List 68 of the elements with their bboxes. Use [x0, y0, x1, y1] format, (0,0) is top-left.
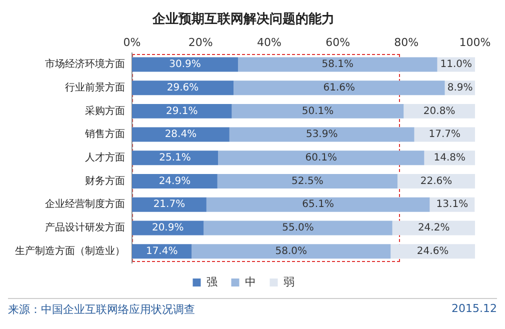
- y-tick-label: 行业前景方面: [65, 81, 125, 94]
- x-tick-label: 20%: [188, 36, 213, 50]
- bar: [132, 150, 218, 166]
- bar: [204, 220, 392, 236]
- data-label: 13.1%: [436, 199, 468, 210]
- bar: [217, 174, 398, 188]
- source-note: 来源：中国企业互联网络应用状况调查: [8, 302, 195, 317]
- data-label: 58.0%: [275, 246, 308, 257]
- y-tick-label: 销售方面: [84, 128, 125, 140]
- data-label: 17.7%: [428, 129, 461, 140]
- data-label: 14.8%: [434, 152, 466, 164]
- data-label: 11.0%: [440, 59, 472, 70]
- bar: [397, 174, 475, 188]
- data-label: 29.6%: [166, 82, 199, 94]
- bar: [132, 174, 218, 188]
- text: 2015.12: [452, 302, 497, 317]
- data-label: 61.6%: [323, 82, 356, 94]
- bar: [132, 104, 232, 118]
- data-label: 25.1%: [159, 152, 191, 164]
- data-label: 8.9%: [447, 82, 473, 94]
- x-tick-label: 100%: [459, 36, 491, 50]
- bar: [414, 127, 475, 142]
- bar: [232, 104, 404, 118]
- data-label: 55.0%: [282, 222, 314, 234]
- data-label: 22.6%: [420, 176, 452, 187]
- data-label: 58.1%: [322, 59, 354, 70]
- data-label: 21.7%: [153, 199, 186, 210]
- bar: [238, 57, 438, 72]
- bar: [392, 220, 475, 236]
- legend-label: 弱: [283, 275, 294, 288]
- bar: [192, 244, 391, 259]
- y-tick-label: 产品设计研发方面: [45, 222, 125, 234]
- chart-title: 企业预期互联网解决问题的能力: [152, 11, 334, 28]
- bar: [206, 197, 430, 212]
- bar: [132, 57, 238, 72]
- data-label: 53.9%: [306, 129, 338, 140]
- x-tick-label: 0%: [123, 36, 141, 50]
- y-tick-label: 财务方面: [85, 174, 125, 187]
- data-label: 60.1%: [305, 152, 338, 164]
- y-tick-label: 生产制造方面（制造业）: [15, 244, 125, 257]
- bar: [229, 127, 414, 142]
- x-tick-label: 80%: [394, 36, 419, 50]
- data-label: 17.4%: [146, 246, 178, 257]
- data-label: 29.1%: [166, 106, 198, 117]
- x-tick-label: 60%: [326, 36, 350, 50]
- legend-label: 中: [244, 275, 256, 288]
- y-tick-label: 市场经济环境方面: [45, 58, 125, 70]
- data-label: 20.8%: [423, 106, 456, 117]
- bar: [132, 80, 234, 96]
- y-tick-label: 企业经营制度方面: [45, 198, 125, 210]
- data-label: 28.4%: [164, 129, 197, 140]
- data-label: 65.1%: [302, 199, 334, 210]
- bar: [390, 244, 475, 259]
- data-label: 24.9%: [158, 176, 191, 187]
- x-tick-label: 40%: [256, 36, 282, 50]
- data-label: 30.9%: [169, 59, 201, 70]
- data-label: 24.6%: [416, 246, 449, 257]
- y-tick-label: 人才方面: [85, 151, 125, 164]
- bar: [218, 150, 424, 166]
- y-tick-label: 采购方面: [85, 104, 125, 117]
- bar: [132, 127, 230, 142]
- bar: [234, 80, 445, 96]
- legend-label: 强: [206, 275, 218, 288]
- data-label: 50.1%: [302, 106, 334, 117]
- data-label: 20.9%: [152, 222, 184, 234]
- bar: [132, 197, 206, 212]
- data-label: 52.5%: [292, 176, 324, 187]
- data-label: 24.2%: [418, 222, 450, 234]
